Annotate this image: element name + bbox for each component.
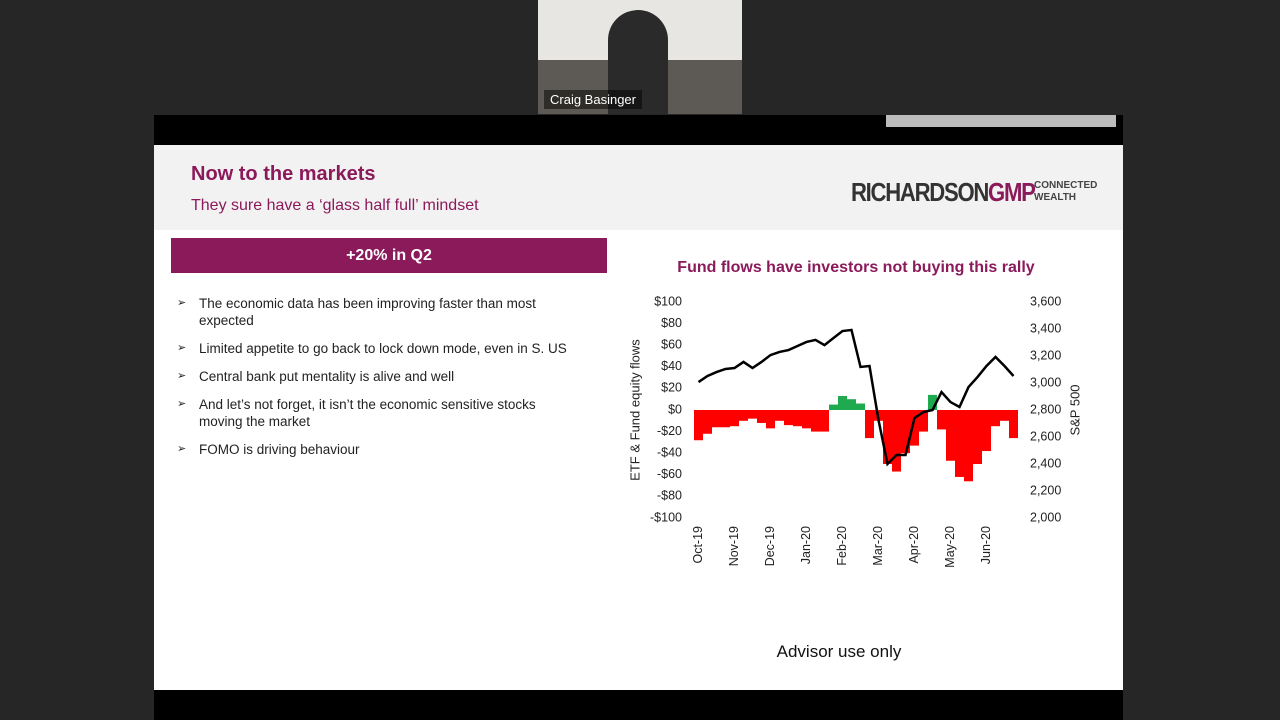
screen-toolbar[interactable] xyxy=(886,115,1116,127)
bar xyxy=(865,410,874,439)
bar xyxy=(838,395,847,410)
x-tick-label: May-20 xyxy=(943,526,957,568)
x-tick-label: Jan-20 xyxy=(799,526,813,564)
y2-tick-label: 2,600 xyxy=(1030,429,1061,443)
y2-tick-label: 2,400 xyxy=(1030,456,1061,470)
y-tick-label: $20 xyxy=(661,381,682,395)
participant-name: Craig Basinger xyxy=(544,90,642,109)
bar xyxy=(1000,410,1009,421)
bullet: FOMO is driving behaviour xyxy=(171,441,571,458)
bar xyxy=(757,410,766,423)
y-tick-label: $40 xyxy=(661,359,682,373)
bar xyxy=(928,394,937,410)
y-tick-label: $60 xyxy=(661,337,682,351)
bar xyxy=(829,404,838,410)
bullet: The economic data has been improving fas… xyxy=(171,295,571,329)
logo-main: RICHARDSON xyxy=(851,177,989,207)
y-axis-label: ETF & Fund equity flows xyxy=(627,339,642,481)
banner: +20% in Q2 xyxy=(171,238,607,273)
bar xyxy=(775,410,784,421)
logo-tagline: CONNECTED WEALTH xyxy=(1034,180,1097,204)
y-tick-label: -$40 xyxy=(657,445,682,459)
slide-title: Now to the markets xyxy=(191,163,376,185)
y2-tick-label: 2,000 xyxy=(1030,510,1061,524)
bar xyxy=(739,410,748,421)
y2-tick-label: 3,600 xyxy=(1030,294,1061,308)
logo-tag: WEALTH xyxy=(1034,192,1077,203)
bar xyxy=(955,410,964,477)
bar xyxy=(811,410,820,432)
x-tick-label: Feb-20 xyxy=(835,526,849,566)
bar xyxy=(964,410,973,482)
y2-tick-label: 3,000 xyxy=(1030,375,1061,389)
y2-tick-label: 2,200 xyxy=(1030,483,1061,497)
footer: Advisor use only xyxy=(776,642,902,661)
video-tile[interactable]: Craig Basinger xyxy=(538,0,742,114)
y2-tick-label: 3,400 xyxy=(1030,321,1061,335)
y-tick-label: -$100 xyxy=(650,510,682,524)
bar xyxy=(901,410,910,454)
bullet: Central bank put mentality is alive and … xyxy=(171,368,571,385)
x-tick-label: Oct-19 xyxy=(691,526,705,564)
bar xyxy=(847,399,856,410)
logo-tag: CONNECTED xyxy=(1034,180,1098,191)
slide-subtitle: They sure have a ‘glass half full’ minds… xyxy=(191,197,479,214)
x-tick-label: Nov-19 xyxy=(727,526,741,566)
bar xyxy=(892,410,901,472)
slide-header xyxy=(154,145,1123,230)
bar xyxy=(793,410,802,427)
bar xyxy=(712,410,721,428)
bullet: Limited appetite to go back to lock down… xyxy=(171,340,571,357)
logo-accent: GMP xyxy=(988,177,1036,207)
bar xyxy=(703,410,712,434)
bar xyxy=(694,410,703,441)
bar xyxy=(919,410,928,432)
bar xyxy=(820,410,829,432)
bar xyxy=(856,403,865,410)
x-tick-label: Apr-20 xyxy=(907,526,921,564)
bar xyxy=(937,410,946,430)
bar xyxy=(730,410,739,427)
logo: RICHARDSONGMP xyxy=(851,177,1036,208)
bar xyxy=(973,410,982,464)
bar xyxy=(982,410,991,452)
bar xyxy=(1009,410,1018,439)
bar xyxy=(748,410,757,419)
y-tick-label: $80 xyxy=(661,316,682,330)
y-tick-label: $0 xyxy=(668,402,682,416)
bullet: And let’s not forget, it isn’t the econo… xyxy=(171,396,571,430)
bullet-list: The economic data has been improving fas… xyxy=(171,295,571,469)
chart: -$100 -$80 -$60 -$40 -$20 $0 $20 $40 $60 $80 $100 2… xyxy=(627,294,1082,568)
y-tick-label: -$80 xyxy=(657,489,682,503)
x-tick-label: Dec-19 xyxy=(763,526,777,566)
bar xyxy=(883,410,892,464)
y2-tick-label: 3,200 xyxy=(1030,348,1061,362)
line xyxy=(697,328,1015,467)
y2-axis-label: S&P 500 xyxy=(1067,384,1082,435)
y-tick-label: -$20 xyxy=(657,424,682,438)
bar xyxy=(910,410,919,446)
bar xyxy=(766,410,775,429)
bar xyxy=(946,410,955,461)
bar xyxy=(721,410,730,428)
chart-title: Fund flows have investors not buying thi… xyxy=(677,259,1035,276)
x-tick-label: Mar-20 xyxy=(871,526,885,566)
bar xyxy=(802,410,811,429)
y2-tick-label: 2,800 xyxy=(1030,402,1061,416)
x-tick-label: Jun-20 xyxy=(979,526,993,564)
bar xyxy=(784,410,793,426)
y-tick-label: $100 xyxy=(654,294,682,308)
bar xyxy=(991,410,1000,427)
y-tick-label: -$60 xyxy=(657,467,682,481)
